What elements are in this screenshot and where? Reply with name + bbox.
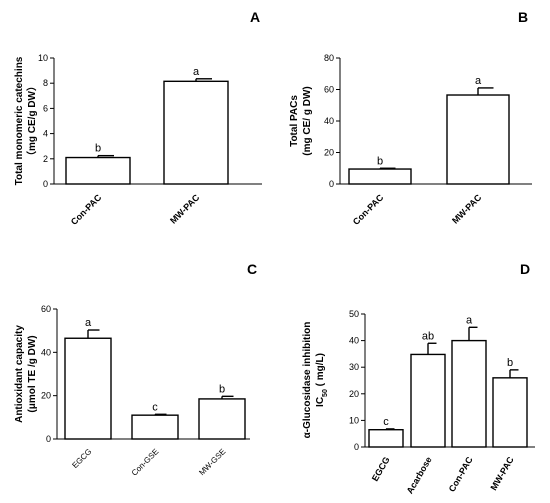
bar [163,80,229,185]
y-tick-label: 10 [349,415,359,425]
panel-b: B 0 20 40 60 80 Total PACs (mg CE/ g DW) b Con-PA… [289,9,532,227]
significance-label: b [95,143,101,155]
ic-text: IC [315,397,326,407]
panel-letter: A [250,9,260,25]
y-axis-title: Total monomeric catechins （mg CE/g DW） [14,56,38,185]
significance-label: a [475,75,482,87]
y-axis-title: Total PACs (mg CE/ g DW) [289,86,313,155]
y-axis-title-line: (μmol TE /g DW) [27,335,38,412]
y-tick-label: 80 [324,53,334,63]
y-axis-title-line: Total monomeric catechins [14,56,25,185]
y-tick-label: 0 [43,179,48,189]
y-tick-label: 2 [43,154,48,164]
significance-label: a [466,314,473,326]
bar [446,94,510,185]
panel-letter: C [247,261,257,277]
y-tick-label: 60 [324,85,334,95]
y-tick-label: 60 [41,304,51,314]
y-tick-label: 4 [43,129,48,139]
bar [198,398,246,440]
category-label: MW-PAC [488,455,515,493]
y-axis-title-line: (mg CE/ g DW) [302,86,313,155]
ic-subscript: 50 [322,389,329,397]
category-label: EGCG [70,447,93,470]
y-tick-label: 0 [329,179,334,189]
y-axis-title-line: Antioxidant capacity [14,325,25,423]
bar [410,353,446,448]
significance-label: c [152,401,158,413]
y-tick-label: 20 [324,148,334,158]
panel-letter: D [520,261,530,277]
panel-letter: B [518,9,528,25]
y-tick-label: 50 [349,309,359,319]
category-label: Acarbose [405,455,434,496]
bar [65,156,131,185]
bar [64,337,112,440]
bar [131,414,179,440]
y-tick-label: 40 [324,116,334,126]
panel-c: C 0 20 40 60 Antioxidant capacity (μmol TE /g … [14,261,257,478]
y-axis-title-line: Total PACs [289,95,300,147]
y-tick-label: 6 [43,103,48,113]
y-axis-title: Antioxidant capacity (μmol TE /g DW) [14,325,38,423]
ic-unit: ( mg/L) [315,353,326,389]
significance-label: ab [422,330,434,342]
significance-label: a [85,317,92,329]
bar [348,168,412,185]
y-axis-title: α-Glucosidase inhibition IC50 ( mg/L) [302,322,329,439]
y-tick-label: 8 [43,78,48,88]
y-axis-title-line: （mg CE/g DW） [25,81,38,161]
y-tick-label: 40 [41,347,51,357]
y-tick-label: 10 [38,53,48,63]
y-axis-title-line: α-Glucosidase inhibition [302,322,313,439]
bar [492,377,528,448]
category-label: MW-PAC [450,192,484,226]
y-axis-title-line: IC50 ( mg/L) [315,353,329,407]
category-label: Con-GSE [130,447,161,478]
category-label: Con-PAC [351,192,386,227]
category-label: Con-PAC [447,455,475,494]
y-tick-label: 0 [46,434,51,444]
category-label: EGCG [370,455,392,483]
category-label: MW-GSE [197,447,227,477]
significance-label: a [193,66,200,78]
y-tick-label: 20 [349,389,359,399]
significance-label: c [383,416,389,428]
significance-label: b [219,383,225,395]
significance-label: b [377,155,383,167]
y-tick-label: 40 [349,336,359,346]
y-tick-label: 0 [354,442,359,452]
category-label: MW-PAC [168,192,202,226]
significance-label: b [507,357,513,369]
y-tick-label: 30 [349,362,359,372]
y-tick-label: 20 [41,391,51,401]
bar [451,339,487,448]
bar [368,429,404,448]
category-label: Con-PAC [69,192,104,227]
